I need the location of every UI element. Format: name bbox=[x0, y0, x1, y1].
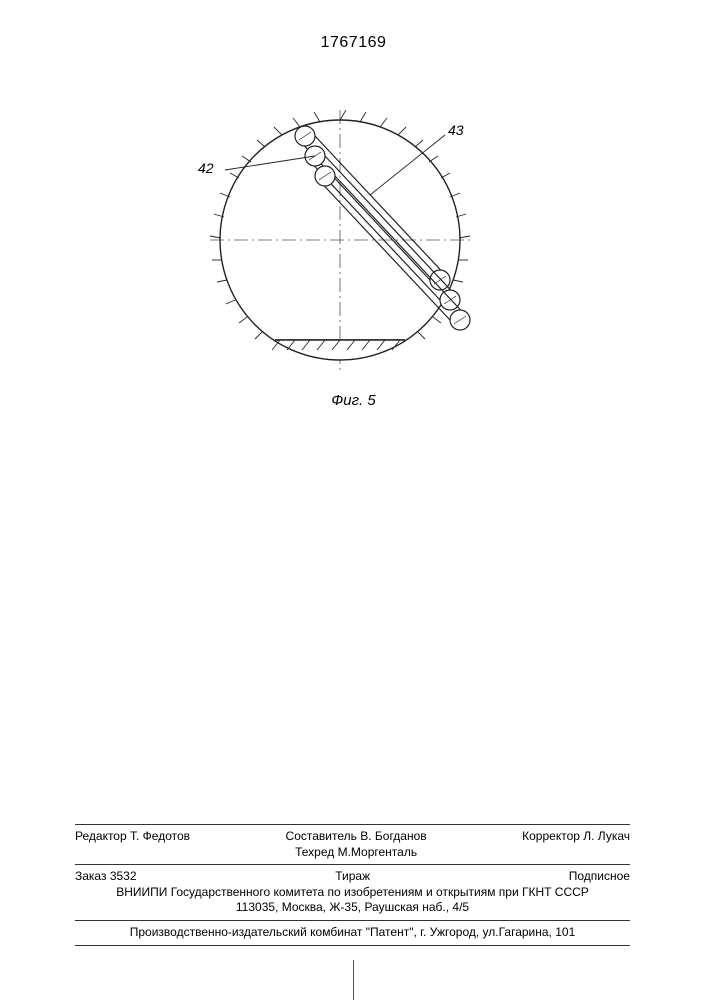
org-line2: 113035, Москва, Ж-35, Раушская наб., 4/5 bbox=[75, 900, 630, 916]
subscription-label: Подписное bbox=[569, 869, 630, 885]
circulation-label: Тираж bbox=[335, 869, 370, 885]
corrector-name: Л. Лукач bbox=[583, 829, 630, 843]
corrector-credit: Корректор Л. Лукач bbox=[522, 829, 630, 860]
center-fold-line bbox=[353, 960, 354, 1000]
compiler-label: Составитель bbox=[286, 829, 357, 843]
document-number: 1767169 bbox=[0, 34, 707, 52]
order-label: Заказ bbox=[75, 869, 106, 883]
figure-5-diagram bbox=[190, 110, 490, 380]
press-line: Производственно-издательский комбинат "П… bbox=[75, 925, 630, 941]
order-no: 3532 bbox=[110, 869, 137, 883]
techred-label: Техред bbox=[295, 845, 334, 859]
center-credits: Составитель В. Богданов Техред М.Моргент… bbox=[286, 829, 427, 860]
org-line1: ВНИИПИ Государственного комитета по изоб… bbox=[75, 885, 630, 901]
editor-label: Редактор bbox=[75, 829, 127, 843]
techred-name: М.Моргенталь bbox=[338, 845, 418, 859]
compiler-name: В. Богданов bbox=[360, 829, 426, 843]
figure-caption: Фиг. 5 bbox=[0, 392, 707, 409]
corrector-label: Корректор bbox=[522, 829, 580, 843]
footer-block: Редактор Т. Федотов Составитель В. Богда… bbox=[75, 820, 630, 950]
callout-label-42: 42 bbox=[198, 160, 214, 176]
order-credit: Заказ 3532 bbox=[75, 869, 137, 885]
editor-credit: Редактор Т. Федотов bbox=[75, 829, 190, 860]
callout-label-43: 43 bbox=[448, 122, 464, 138]
editor-name: Т. Федотов bbox=[130, 829, 190, 843]
